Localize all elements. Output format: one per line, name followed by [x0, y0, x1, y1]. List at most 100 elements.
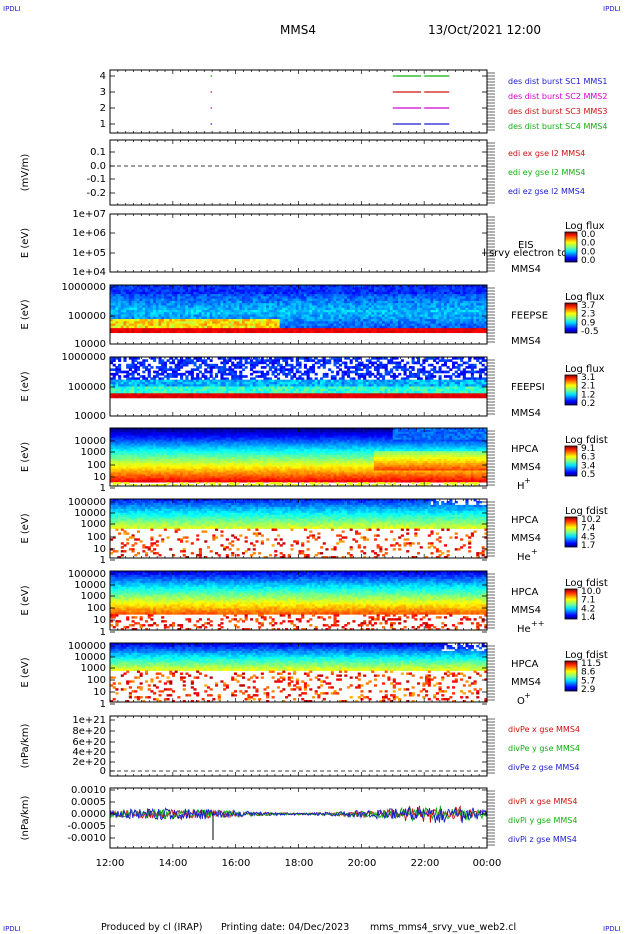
spectrogram-cell — [336, 316, 340, 320]
spectrogram-cell — [166, 391, 170, 394]
spectrogram-cell — [255, 321, 259, 324]
spectrogram-cell — [357, 321, 361, 324]
spectrogram-cell — [400, 330, 404, 334]
spectrogram-cell — [411, 388, 415, 392]
spectrogram-cell — [363, 388, 367, 392]
spectrogram-cell — [193, 384, 197, 387]
spectrogram-cell — [427, 285, 431, 288]
spectrogram-cell — [344, 328, 348, 331]
spectrogram-cell — [290, 305, 294, 309]
spectrogram-cell — [279, 328, 283, 331]
spectrogram-cell — [408, 287, 412, 290]
spectrogram-cell — [161, 384, 165, 387]
spectrogram-cell — [400, 296, 404, 300]
spectrogram-cell — [118, 309, 122, 313]
spectrogram-cell — [247, 289, 251, 293]
spectrogram-cell — [196, 294, 200, 297]
spectrogram-cell — [110, 476, 114, 479]
spectrogram-cell — [131, 388, 135, 392]
spectrogram-cell — [309, 391, 313, 394]
spectrogram-cell — [411, 291, 415, 295]
spectrogram-cell — [247, 393, 251, 396]
spectrogram-cell — [451, 296, 456, 300]
spectrogram-cell — [451, 307, 456, 311]
spectrogram-cell — [215, 294, 219, 297]
spectrogram-cell — [260, 316, 264, 320]
spectrogram-cell — [336, 379, 340, 383]
spectrogram-cell — [349, 393, 353, 396]
spectrogram-cell — [336, 328, 340, 331]
spectrogram-cell — [258, 298, 262, 302]
spectrogram-cell — [457, 285, 461, 288]
spectrogram-cell — [390, 381, 394, 385]
spectrogram-cell — [438, 309, 442, 313]
spectrogram-cell — [381, 357, 386, 360]
spectrogram-cell — [478, 357, 483, 360]
spectrogram-cell — [145, 325, 149, 329]
spectrogram-cell — [387, 303, 391, 306]
spectrogram-cell — [134, 307, 138, 311]
spectrogram-cell — [451, 289, 456, 293]
spectrogram-cell — [363, 305, 367, 309]
spectrogram-cell — [416, 395, 421, 399]
spectrogram-cell — [303, 321, 307, 324]
spectrogram-cell — [390, 370, 394, 374]
spectrogram-cell — [408, 309, 412, 313]
spectrogram-cell — [306, 321, 310, 324]
spectrogram-cell — [360, 384, 364, 387]
spectrogram-cell — [136, 395, 141, 399]
spectrogram-cell — [320, 359, 324, 362]
spectrogram-cell — [115, 464, 119, 468]
spectrogram-cell — [357, 300, 361, 304]
spectrogram-cell — [346, 391, 351, 394]
spectrogram-cell — [473, 289, 477, 293]
spectrogram-cell — [198, 386, 202, 390]
spectrogram-cell — [408, 381, 412, 385]
spectrogram-cell — [317, 314, 321, 318]
spectrogram-cell — [365, 372, 369, 376]
spectrogram-cell — [468, 307, 472, 311]
spectrogram-cell — [268, 391, 272, 394]
spectrogram-cell — [416, 328, 421, 331]
spectrogram-cell — [128, 328, 132, 331]
spectrogram-cell — [118, 366, 122, 369]
spectrogram-cell — [336, 323, 340, 327]
spectrogram-cell — [163, 363, 167, 367]
spectrogram-cell — [446, 291, 450, 295]
spectrogram-cell — [110, 381, 114, 385]
spectrogram-cell — [142, 312, 146, 315]
spectrogram-cell — [306, 298, 310, 302]
spectrogram-cell — [171, 316, 176, 320]
spectrogram-cell — [163, 305, 167, 309]
spectrogram-cell — [373, 314, 377, 318]
spectrogram-cell — [306, 375, 310, 378]
spectrogram-cell — [287, 388, 291, 392]
spectrogram-cell — [128, 319, 132, 322]
spectrogram-cell — [322, 395, 326, 399]
spectrogram-cell — [478, 314, 483, 318]
spectrogram-cell — [457, 395, 461, 399]
spectrogram-cell — [134, 314, 138, 318]
spectrogram-cell — [239, 379, 243, 383]
spectrogram-cell — [274, 325, 278, 329]
spectrogram-cell — [118, 328, 122, 331]
spectrogram-cell — [193, 321, 197, 324]
spectrogram-cell — [206, 287, 211, 290]
spectrogram-cell — [306, 294, 310, 297]
spectrogram-cell — [110, 428, 114, 431]
spectrogram-cell — [147, 375, 151, 378]
spectrogram-cell — [139, 300, 143, 304]
spectrogram-cell — [139, 330, 143, 334]
spectrogram-cell — [333, 328, 337, 331]
spectrogram-cell — [400, 323, 404, 327]
spectrogram-cell — [161, 298, 165, 302]
spectrogram-cell — [139, 361, 143, 365]
spectrogram-cell — [260, 395, 264, 399]
spectrogram-cell — [233, 319, 237, 322]
spectrogram-cell — [131, 370, 135, 374]
spectrogram-cell — [169, 330, 173, 334]
spectrogram-cell — [190, 316, 194, 320]
spectrogram-cell — [311, 289, 316, 293]
spectrogram-cell — [295, 359, 299, 362]
spectrogram-cell — [126, 325, 130, 329]
